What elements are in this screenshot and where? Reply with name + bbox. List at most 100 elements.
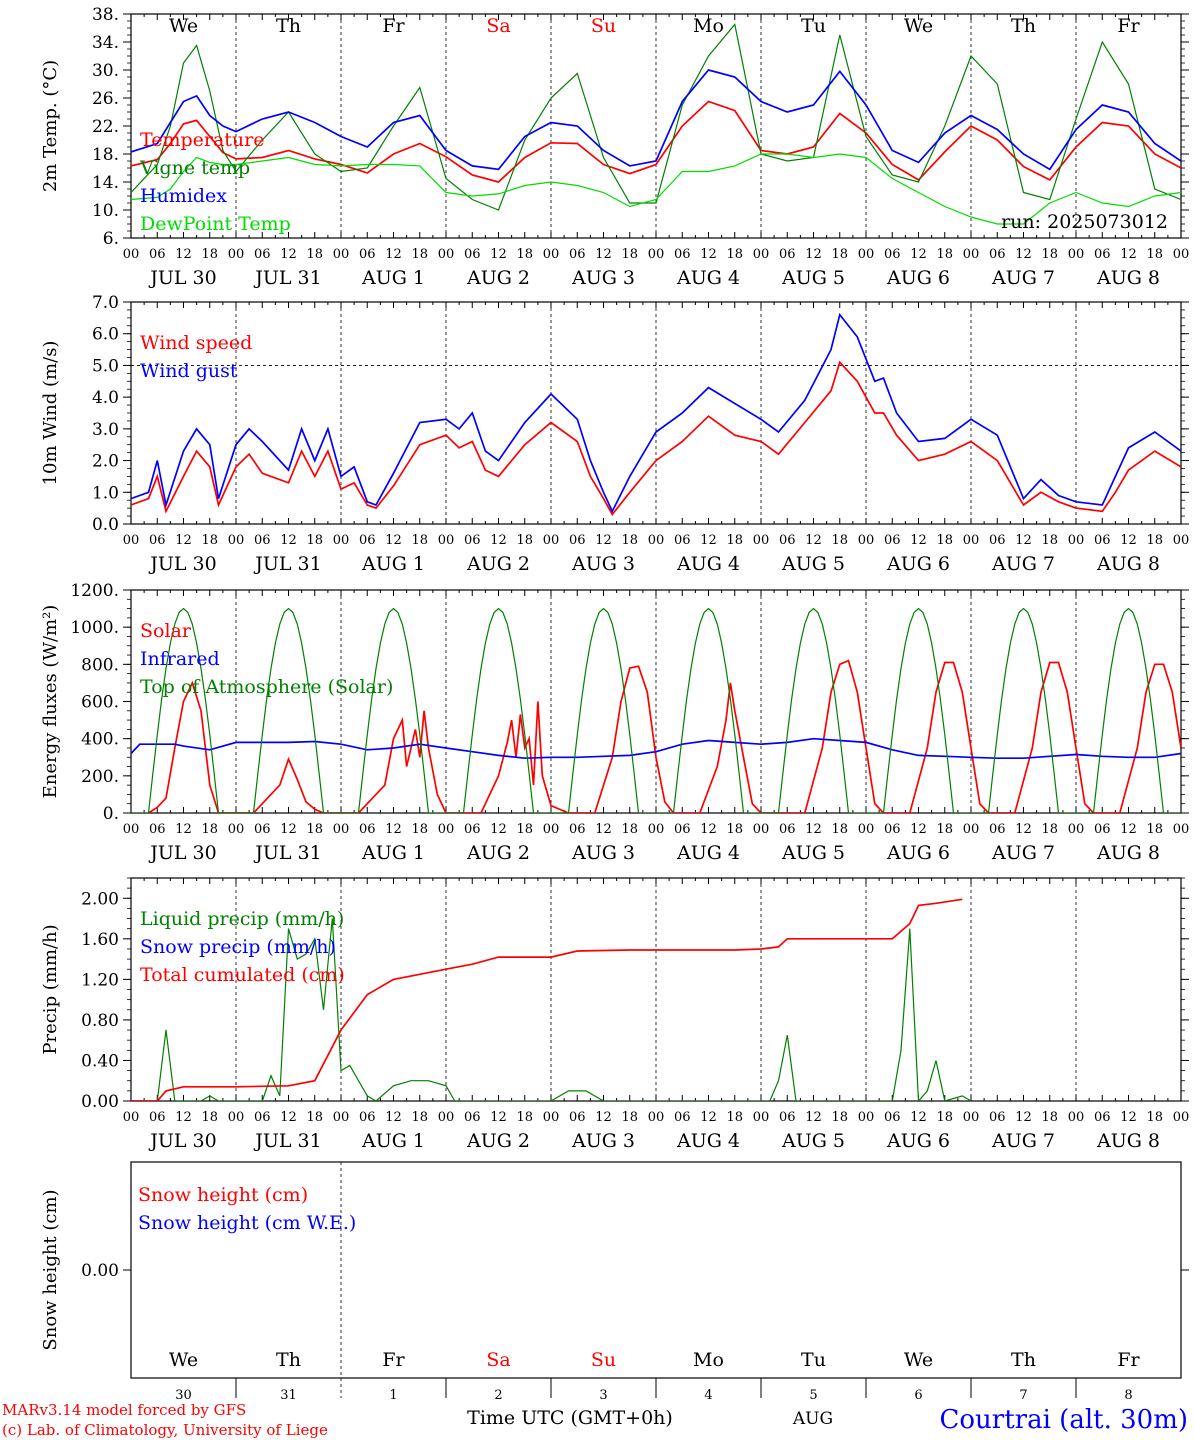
hour-label: 00 [1173,533,1190,548]
hour-label: 00 [1068,1110,1085,1125]
hour-label: 06 [359,247,376,262]
hour-label: 18 [621,533,638,548]
hour-label: 18 [621,822,638,837]
hour-label: 12 [175,822,192,837]
hour-label: 06 [359,533,376,548]
hour-label: 12 [385,1110,402,1125]
date-label: JUL 31 [253,267,321,289]
series-line-red [131,360,1181,517]
date-label: AUG 2 [466,267,530,289]
y-tick-label: 3.0 [92,420,119,440]
y-tick-label: 0.00 [81,1092,119,1112]
hour-label: 12 [490,247,507,262]
hour-label: 00 [123,533,140,548]
date-label: AUG 7 [991,1130,1055,1152]
hour-label: 06 [254,247,271,262]
hour-label: 12 [280,1110,297,1125]
hour-label: 12 [1120,533,1137,548]
y-tick-label: 800. [81,655,119,675]
date-label: JUL 31 [253,842,321,864]
hour-label: 12 [385,247,402,262]
hour-label: 00 [648,247,665,262]
hour-label: 00 [543,533,560,548]
hour-label: 06 [149,533,166,548]
y-tick-label: 7.0 [92,293,119,313]
y-tick-label: 26. [92,89,119,109]
hour-label: 06 [674,247,691,262]
date-label: JUL 31 [253,1130,321,1152]
hour-label: 00 [123,1110,140,1125]
hour-label: 00 [333,533,350,548]
series-line-green [131,607,1181,813]
hour-label: 00 [648,533,665,548]
series-line-green [131,918,972,1101]
date-label: AUG 5 [781,1130,845,1152]
hour-label: 18 [726,247,743,262]
hour-label: 00 [1173,247,1190,262]
hour-label: 18 [1146,533,1163,548]
hour-label: 18 [621,247,638,262]
hour-label: 18 [411,247,428,262]
hour-label: 18 [726,822,743,837]
hour-label: 06 [1094,822,1111,837]
hour-label: 00 [963,533,980,548]
date-label: AUG 8 [1096,842,1160,864]
date-label: AUG 5 [781,842,845,864]
date-label: AUG 8 [1096,553,1160,575]
y-axis-label: Precip (mm/h) [40,924,61,1054]
hour-label: 12 [175,1110,192,1125]
hour-label: 06 [989,533,1006,548]
date-label: AUG 7 [991,553,1055,575]
hour-label: 18 [1041,247,1058,262]
y-tick-label: 6. [103,229,119,249]
hour-label: 06 [464,822,481,837]
series-line-green [131,23,1181,211]
series-line-red [148,659,1181,813]
weekday-label: Fr [1117,15,1140,37]
hour-label: 00 [858,822,875,837]
y-tick-label: 34. [92,33,119,53]
hour-label: 12 [1015,1110,1032,1125]
hour-label: 00 [963,1110,980,1125]
weekday-label: Th [276,1349,301,1371]
hour-label: 12 [1120,822,1137,837]
hour-label: 12 [280,822,297,837]
hour-label: 06 [989,1110,1006,1125]
legend-entry: Wind speed [140,332,252,354]
hour-label: 18 [411,822,428,837]
date-label: AUG 3 [571,1130,635,1152]
hour-label: 00 [963,822,980,837]
hour-label: 18 [831,1110,848,1125]
hour-label: 00 [228,533,245,548]
y-tick-label: 10. [92,201,119,221]
hour-label: 18 [201,822,218,837]
hour-label: 18 [516,1110,533,1125]
hour-label: 12 [910,247,927,262]
y-tick-label: 6.0 [92,325,119,345]
date-label: AUG 5 [781,267,845,289]
day-number-label: 4 [704,1388,712,1403]
hour-label: 00 [753,822,770,837]
day-number-label: 8 [1124,1388,1132,1403]
hour-label: 06 [1094,1110,1111,1125]
panel-4: 0.00 Snow height (cm) Snow height (cm) Snow… [40,1161,1189,1403]
hour-label: 18 [936,1110,953,1125]
y-tick-label: 38. [92,5,119,25]
hour-label: 12 [385,822,402,837]
date-label: AUG 4 [676,553,740,575]
weekday-label: Th [276,15,301,37]
weekday-label: Tu [801,15,826,37]
y-tick-label: 1.0 [92,483,119,503]
hour-label: 06 [674,533,691,548]
date-label: AUG 1 [361,267,425,289]
hour-label: 06 [569,1110,586,1125]
day-number-label: 3 [599,1388,607,1403]
weekday-label: Fr [1117,1349,1140,1371]
run-label: run: 2025073012 [1001,211,1168,233]
hour-label: 06 [884,533,901,548]
hour-label: 18 [936,247,953,262]
hour-label: 12 [280,247,297,262]
hour-label: 06 [254,533,271,548]
weekday-label: Fr [382,15,405,37]
hour-label: 00 [648,1110,665,1125]
